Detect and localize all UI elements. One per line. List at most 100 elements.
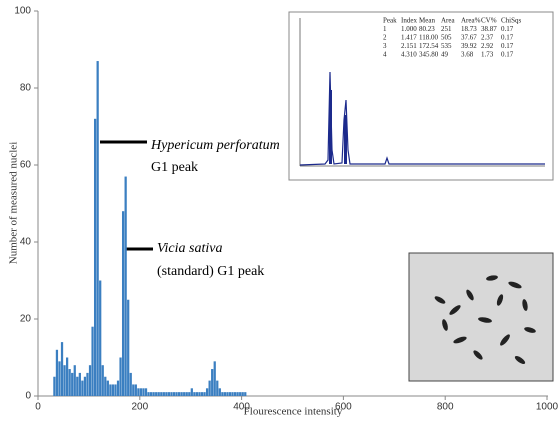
bar (58, 361, 61, 396)
table-cell: 1.73 (481, 51, 494, 59)
bar (170, 392, 173, 396)
annotation: Hypericum perforatum (150, 138, 280, 153)
bar (132, 384, 135, 396)
table-cell: 3 (383, 42, 387, 50)
bar (162, 392, 165, 396)
bar (185, 392, 188, 396)
x-tick-label: 200 (131, 402, 148, 413)
bar (88, 365, 92, 396)
bar (200, 392, 204, 396)
table-cell: 3.68 (461, 51, 474, 59)
y-tick-label: 0 (25, 391, 31, 402)
bar (239, 392, 242, 396)
bar (124, 176, 127, 396)
annotation: G1 peak (151, 160, 198, 175)
bar (155, 392, 158, 396)
table-cell: 0.17 (501, 34, 514, 42)
bar (208, 380, 211, 396)
y-tick-label: 60 (20, 160, 32, 171)
bar (157, 392, 160, 396)
table-cell: 345.80 (419, 51, 439, 59)
x-tick-label: 600 (335, 402, 352, 413)
bar (144, 388, 148, 396)
table-cell: 4 (383, 51, 387, 59)
bar (53, 376, 56, 396)
bar (147, 392, 150, 396)
bar (198, 392, 201, 396)
bar (172, 392, 176, 396)
chromosomes (434, 275, 536, 365)
inset-frame (288, 11, 554, 181)
bar (152, 392, 155, 396)
table-cell: 18.73 (461, 25, 477, 33)
table-cell: 1.417 (401, 34, 417, 42)
bar (188, 392, 191, 396)
bar (175, 392, 178, 396)
inset-peak (329, 90, 332, 164)
bar (55, 349, 59, 396)
inset-histogram (288, 11, 554, 181)
table-cell: 37.67 (461, 34, 477, 42)
bar (134, 384, 137, 396)
annotation: Vicia sativa (157, 241, 222, 256)
bar (226, 392, 229, 396)
bar (167, 392, 171, 396)
bar (228, 392, 232, 396)
table-cell: 1 (383, 25, 387, 33)
table-header: ChiSqs (501, 17, 522, 25)
table-cell: 49 (441, 51, 449, 59)
x-axis-label: Flourescence intensity (244, 406, 343, 418)
bar (127, 299, 130, 396)
bar (86, 372, 89, 396)
bar (193, 392, 196, 396)
y-axis-label: Number of measured nuclei (8, 142, 20, 264)
bar (216, 380, 219, 396)
table-header: CV% (481, 17, 497, 25)
bar (142, 388, 145, 396)
y-tick-label: 40 (20, 237, 32, 248)
bar (205, 388, 209, 396)
bar (233, 392, 237, 396)
table-cell: 172.54 (419, 42, 439, 50)
bar (244, 392, 247, 396)
table-header: Index (401, 17, 417, 25)
bar (111, 384, 115, 396)
x-tick-label: 400 (233, 402, 250, 413)
table-cell: 39.92 (461, 42, 477, 50)
bar (106, 380, 109, 396)
table-cell: 0.17 (501, 51, 514, 59)
bar (223, 392, 227, 396)
bar (116, 380, 120, 396)
bar (91, 326, 94, 396)
table-cell: 2.151 (401, 42, 417, 50)
bar (76, 376, 79, 396)
x-tick-label: 800 (437, 402, 454, 413)
bar (183, 392, 186, 396)
bar (119, 357, 122, 396)
bar (231, 392, 234, 396)
bar (78, 372, 81, 396)
bar (65, 357, 69, 396)
table-header: Area% (461, 17, 481, 25)
bar (165, 392, 168, 396)
bar (109, 384, 112, 396)
table-cell: 1.000 (401, 25, 417, 33)
bar (114, 384, 117, 396)
bar (211, 369, 214, 396)
table-cell: 505 (441, 34, 452, 42)
table-cell: 0.17 (501, 42, 514, 50)
bar (101, 365, 104, 396)
x-tick-label: 1000 (536, 402, 558, 413)
table-header: Area (441, 17, 455, 25)
bar (73, 365, 76, 396)
bar (190, 388, 193, 396)
bar (129, 372, 132, 396)
bar (236, 392, 239, 396)
bar (177, 392, 181, 396)
bar (96, 61, 99, 397)
bar (139, 388, 143, 396)
bar (137, 388, 140, 396)
y-tick-label: 100 (14, 6, 31, 17)
table-cell: 535 (441, 42, 452, 50)
